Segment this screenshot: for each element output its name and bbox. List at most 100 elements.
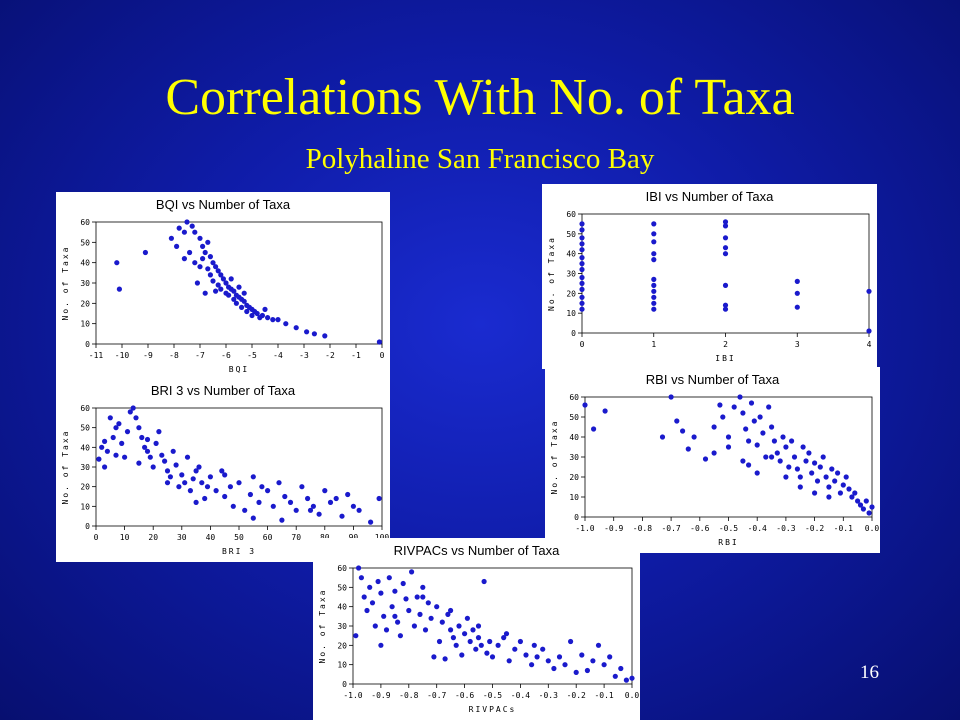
data-point bbox=[462, 631, 468, 637]
data-point bbox=[420, 584, 426, 590]
data-point bbox=[506, 658, 512, 664]
data-point bbox=[475, 623, 482, 629]
data-point bbox=[459, 652, 465, 658]
data-point bbox=[740, 458, 746, 464]
data-point bbox=[122, 454, 128, 460]
data-point bbox=[199, 480, 205, 486]
data-point bbox=[239, 304, 245, 310]
data-point bbox=[651, 257, 657, 263]
y-tick-label: 20 bbox=[80, 299, 90, 308]
data-point bbox=[711, 424, 717, 430]
data-point bbox=[487, 638, 493, 645]
data-point bbox=[368, 519, 374, 525]
x-tick-label: -2 bbox=[325, 351, 335, 360]
data-point bbox=[386, 575, 392, 581]
data-point bbox=[857, 502, 864, 508]
data-point bbox=[244, 308, 250, 315]
y-tick-label: 50 bbox=[337, 583, 347, 592]
data-point bbox=[395, 619, 401, 625]
data-point bbox=[174, 243, 180, 249]
data-point bbox=[428, 615, 434, 621]
data-point bbox=[674, 418, 680, 424]
data-point bbox=[800, 444, 806, 450]
data-point bbox=[219, 468, 225, 474]
x-tick-label: -0.8 bbox=[399, 691, 418, 700]
data-point bbox=[250, 474, 256, 480]
x-tick-label: -9 bbox=[143, 351, 153, 360]
data-point bbox=[181, 256, 187, 262]
data-point bbox=[164, 468, 171, 474]
x-tick-label: 100 bbox=[375, 533, 390, 542]
data-point bbox=[434, 604, 440, 610]
data-point bbox=[275, 317, 281, 323]
data-point bbox=[372, 623, 378, 629]
bri3-chart: BRI 3 vs Number of Taxa 0 10 20 30 40 50 60 0 10 2… bbox=[61, 383, 390, 556]
data-point bbox=[241, 290, 247, 296]
data-point bbox=[771, 438, 777, 444]
y-tick-label: 50 bbox=[80, 238, 90, 247]
data-point bbox=[651, 251, 657, 257]
data-point bbox=[417, 611, 423, 617]
data-point bbox=[96, 456, 102, 462]
data-point bbox=[339, 513, 345, 519]
data-point bbox=[579, 241, 585, 247]
data-point bbox=[247, 491, 253, 498]
y-tick-label: 10 bbox=[337, 661, 347, 670]
data-point bbox=[448, 607, 454, 614]
data-point bbox=[791, 454, 798, 460]
data-point bbox=[153, 440, 159, 446]
y-tick-label: 30 bbox=[337, 622, 347, 631]
data-point bbox=[187, 249, 193, 256]
data-point bbox=[193, 468, 199, 474]
y-tick-label: 30 bbox=[80, 279, 90, 288]
data-point bbox=[659, 434, 666, 440]
x-tick-label: -0.5 bbox=[483, 691, 502, 700]
data-point bbox=[367, 584, 373, 590]
data-point bbox=[797, 474, 803, 480]
y-axis-label: No. of Taxa bbox=[318, 589, 327, 664]
data-point bbox=[812, 490, 818, 496]
data-point bbox=[192, 260, 198, 266]
data-point bbox=[220, 276, 226, 282]
data-point bbox=[276, 480, 282, 486]
data-point bbox=[420, 594, 426, 600]
x-tick-label: 1 bbox=[651, 340, 656, 349]
data-point bbox=[133, 415, 139, 421]
data-point bbox=[866, 288, 872, 294]
data-point bbox=[855, 498, 861, 504]
data-point bbox=[287, 499, 294, 505]
data-point bbox=[531, 642, 537, 648]
data-point bbox=[760, 430, 766, 436]
x-tick-label: 50 bbox=[234, 533, 244, 542]
data-point bbox=[147, 454, 153, 460]
data-point bbox=[769, 454, 775, 460]
x-tick-label: 90 bbox=[349, 533, 359, 542]
x-tick-label: 0.0 bbox=[625, 691, 640, 700]
data-point bbox=[651, 306, 657, 312]
data-point bbox=[651, 288, 657, 294]
data-point bbox=[316, 511, 322, 517]
data-point bbox=[181, 229, 187, 235]
data-point bbox=[197, 264, 203, 270]
data-point bbox=[107, 415, 113, 421]
y-tick-label: 50 bbox=[566, 230, 576, 239]
data-point bbox=[651, 282, 657, 288]
data-point bbox=[484, 650, 490, 656]
data-point bbox=[789, 438, 795, 444]
x-axis-label: BQI bbox=[229, 365, 249, 374]
data-point bbox=[189, 223, 195, 229]
data-point bbox=[182, 480, 188, 486]
data-point bbox=[439, 619, 445, 625]
data-point bbox=[265, 488, 271, 494]
x-tick-label: 60 bbox=[263, 533, 273, 542]
data-point bbox=[607, 654, 613, 660]
y-tick-label: 40 bbox=[337, 603, 347, 612]
data-point bbox=[204, 484, 211, 490]
y-tick-label: 20 bbox=[566, 289, 576, 298]
data-point bbox=[425, 600, 431, 606]
data-point bbox=[595, 642, 602, 648]
data-point bbox=[551, 665, 557, 672]
data-point bbox=[102, 464, 108, 470]
y-tick-label: 0 bbox=[574, 513, 579, 522]
x-tick-label: -11 bbox=[89, 351, 104, 360]
